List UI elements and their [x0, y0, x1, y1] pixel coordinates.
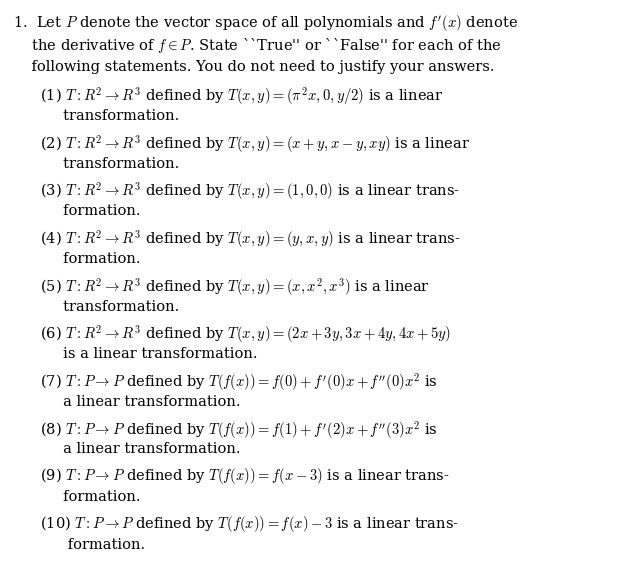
Text: formation.: formation. — [40, 538, 145, 552]
Text: (6) $T : R^2 \rightarrow R^3$ defined by $T(x, y) = (2x+3y, 3x+4y, 4x+5y)$: (6) $T : R^2 \rightarrow R^3$ defined by… — [40, 324, 450, 345]
Text: (7) $T : P \rightarrow P$ defined by $T(f(x)) = f(0) + f'(0)x + f''(0)x^2$ is: (7) $T : P \rightarrow P$ defined by $T(… — [40, 371, 437, 393]
Text: (5) $T : R^2 \rightarrow R^3$ defined by $T(x, y) = (x, x^2, x^3)$ is a linear: (5) $T : R^2 \rightarrow R^3$ defined by… — [40, 276, 429, 298]
Text: following statements. You do not need to justify your answers.: following statements. You do not need to… — [13, 60, 495, 74]
Text: (10) $T : P \rightarrow P$ defined by $T(f(x)) = f(x) - 3$ is a linear trans-: (10) $T : P \rightarrow P$ defined by $T… — [40, 514, 459, 534]
Text: (2) $T : R^2 \rightarrow R^3$ defined by $T(x, y) = (x+y, x-y, xy)$ is a linear: (2) $T : R^2 \rightarrow R^3$ defined by… — [40, 133, 470, 155]
Text: transformation.: transformation. — [40, 300, 179, 314]
Text: (8) $T : P \rightarrow P$ defined by $T(f(x)) = f(1) + f'(2)x + f''(3)x^2$ is: (8) $T : P \rightarrow P$ defined by $T(… — [40, 419, 437, 441]
Text: a linear transformation.: a linear transformation. — [40, 395, 240, 409]
Text: formation.: formation. — [40, 204, 140, 218]
Text: a linear transformation.: a linear transformation. — [40, 442, 240, 456]
Text: 1.  Let $P$ denote the vector space of all polynomials and $f'(x)$ denote: 1. Let $P$ denote the vector space of al… — [13, 13, 518, 33]
Text: the derivative of $f \in P$. State ``True'' or ``False'' for each of the: the derivative of $f \in P$. State ``Tru… — [13, 36, 502, 56]
Text: formation.: formation. — [40, 252, 140, 266]
Text: (3) $T : R^2 \rightarrow R^3$ defined by $T(x, y) = (1, 0, 0)$ is a linear trans: (3) $T : R^2 \rightarrow R^3$ defined by… — [40, 181, 460, 202]
Text: (1) $T : R^2 \rightarrow R^3$ defined by $T(x, y) = (\pi^2 x, 0, y/2)$ is a line: (1) $T : R^2 \rightarrow R^3$ defined by… — [40, 85, 443, 107]
Text: (4) $T : R^2 \rightarrow R^3$ defined by $T(x, y) = (y, x, y)$ is a linear trans: (4) $T : R^2 \rightarrow R^3$ defined by… — [40, 228, 460, 250]
Text: (9) $T : P \rightarrow P$ defined by $T(f(x)) = f(x-3)$ is a linear trans-: (9) $T : P \rightarrow P$ defined by $T(… — [40, 466, 449, 486]
Text: transformation.: transformation. — [40, 109, 179, 123]
Text: is a linear transformation.: is a linear transformation. — [40, 347, 257, 361]
Text: transformation.: transformation. — [40, 157, 179, 171]
Text: formation.: formation. — [40, 490, 140, 504]
